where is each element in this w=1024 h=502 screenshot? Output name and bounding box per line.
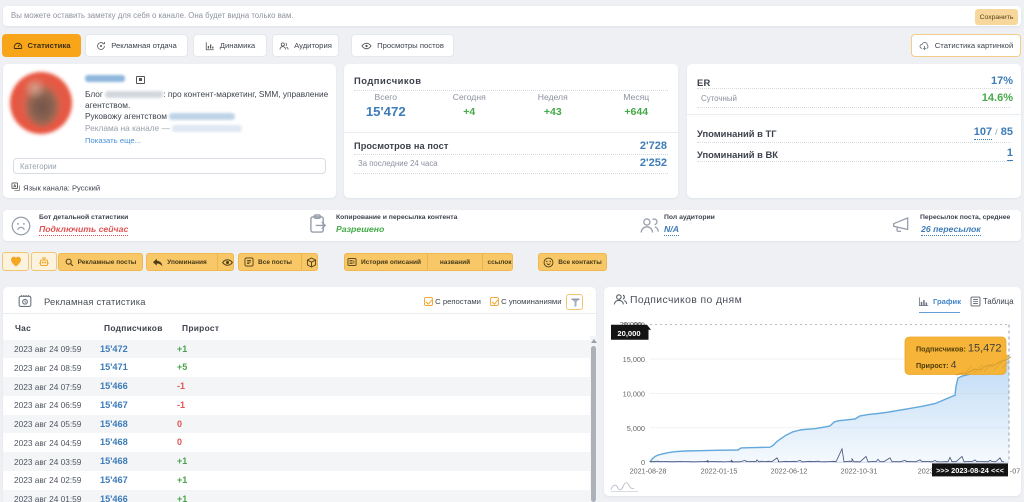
svg-text:5,000: 5,000 xyxy=(627,424,645,433)
svg-text:Прирост: 4: Прирост: 4 xyxy=(916,359,957,371)
svg-text:15,000: 15,000 xyxy=(623,355,645,364)
svg-text:Подписчиков: 15,472: Подписчиков: 15,472 xyxy=(916,343,1002,355)
svg-text:20,000: 20,000 xyxy=(620,320,642,329)
svg-text:-07: -07 xyxy=(1010,467,1020,476)
svg-text:2022-06-12: 2022-06-12 xyxy=(771,467,808,476)
svg-text:2022-01-15: 2022-01-15 xyxy=(701,467,738,476)
svg-text:>>> 2023-08-24 <<<: >>> 2023-08-24 <<< xyxy=(936,466,1004,475)
svg-text:0: 0 xyxy=(641,458,645,467)
svg-text:10,000: 10,000 xyxy=(623,390,645,399)
svg-text:2022-10-31: 2022-10-31 xyxy=(841,467,878,476)
svg-text:2021-08-28: 2021-08-28 xyxy=(630,467,667,476)
svg-text:2023-0: 2023-0 xyxy=(918,467,940,476)
svg-text:20,000: 20,000 xyxy=(617,329,640,338)
